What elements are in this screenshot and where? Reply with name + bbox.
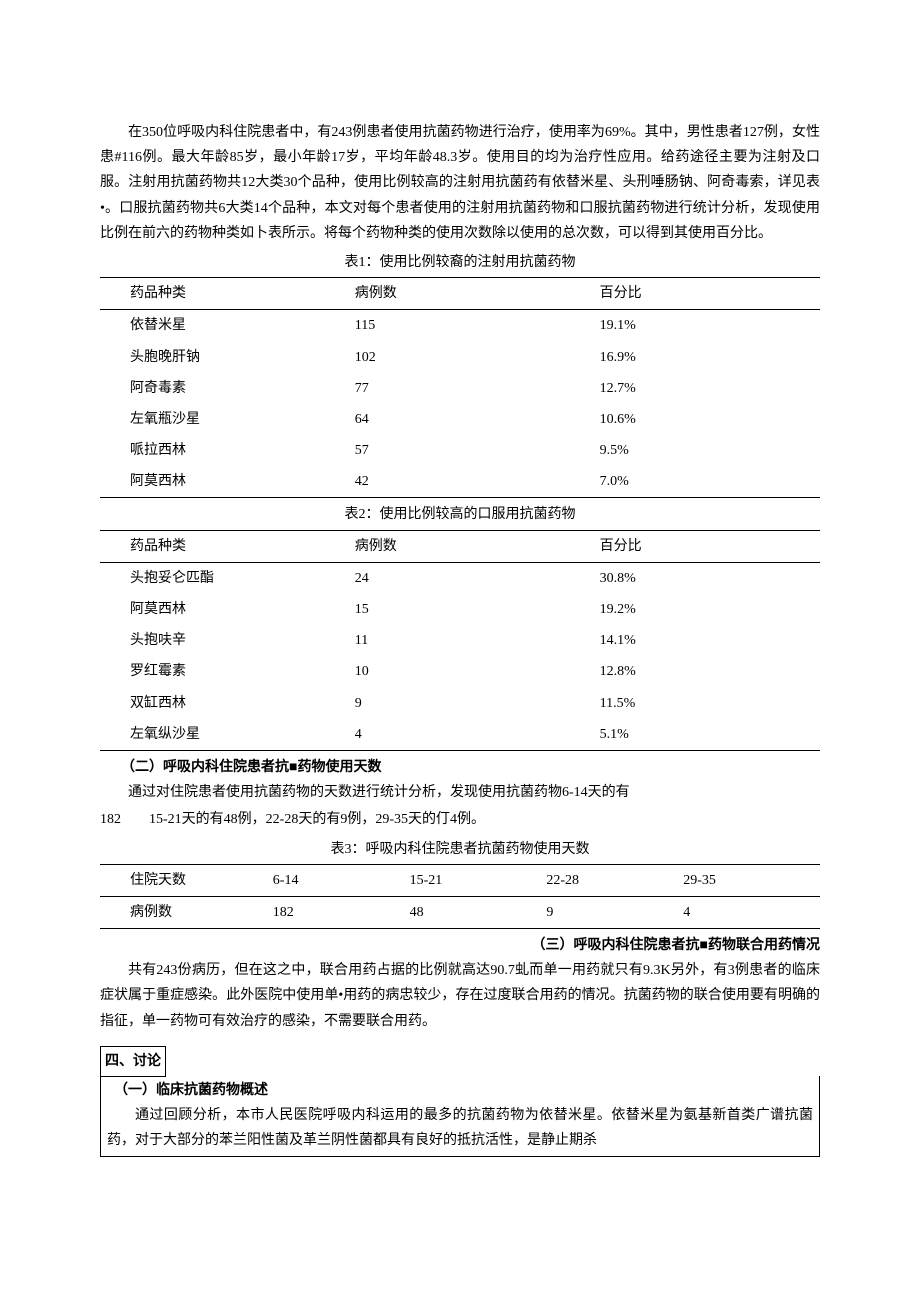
table1-row: 阿莫西林427.0% xyxy=(100,466,820,498)
table3-cell: 182 xyxy=(273,896,410,928)
table3-header-2: 15-21 xyxy=(410,864,547,896)
table1-cell: 42 xyxy=(345,466,590,498)
table1-cell: 头胞晚肝钠 xyxy=(100,342,345,373)
table1-cell: 10.6% xyxy=(590,404,820,435)
table2-cell: 12.8% xyxy=(590,656,820,687)
table1-row: 哌拉西林579.5% xyxy=(100,435,820,466)
table2-header-2: 百分比 xyxy=(590,530,820,562)
table2-header-row: 药品种类 病例数 百分比 xyxy=(100,530,820,562)
section4-heading: 四、讨论 xyxy=(100,1046,166,1077)
table3-cell: 病例数 xyxy=(100,896,273,928)
table2-row: 左氧纵沙星45.1% xyxy=(100,719,820,751)
table1-header-0: 药品种类 xyxy=(100,278,345,310)
table1-row: 阿奇毒素7712.7% xyxy=(100,373,820,404)
table1-header-row: 药品种类 病例数 百分比 xyxy=(100,278,820,310)
table2-row: 双缸西林911.5% xyxy=(100,688,820,719)
table2-cell: 双缸西林 xyxy=(100,688,345,719)
table1-cell: 7.0% xyxy=(590,466,820,498)
table1-row: 左氧瓶沙星6410.6% xyxy=(100,404,820,435)
table1-cell: 12.7% xyxy=(590,373,820,404)
section4-text: 通过回顾分析，本市人民医院呼吸内科运用的最多的抗菌药物为依替米星。依替米星为氨基… xyxy=(107,1103,813,1153)
table3-row: 病例数 182 48 9 4 xyxy=(100,896,820,928)
table1-cell: 115 xyxy=(345,310,590,342)
section2-text2: 182 15-21天的有48例，22-28天的有9例，29-35天的仃4例。 xyxy=(100,807,820,832)
table1-row: 头胞晚肝钠10216.9% xyxy=(100,342,820,373)
table1-cell: 阿奇毒素 xyxy=(100,373,345,404)
section3-text: 共有243份病历，但在这之中，联合用药占据的比例就高达90.7虬而单一用药就只有… xyxy=(100,958,820,1034)
table2-cell: 11 xyxy=(345,625,590,656)
section2-heading: （二）呼吸内科住院患者抗■药物使用天数 xyxy=(100,755,820,780)
table1-caption: 表1：使用比例较裔的注射用抗菌药物 xyxy=(100,250,820,275)
table1-cell: 依替米星 xyxy=(100,310,345,342)
table2-caption: 表2：使用比例较高的口服用抗菌药物 xyxy=(100,502,820,527)
table1-cell: 64 xyxy=(345,404,590,435)
table2-row: 罗红霉素1012.8% xyxy=(100,656,820,687)
table3-cell: 9 xyxy=(546,896,683,928)
table1-header-2: 百分比 xyxy=(590,278,820,310)
table2-cell: 5.1% xyxy=(590,719,820,751)
section4-box: （一）临床抗菌药物概述 通过回顾分析，本市人民医院呼吸内科运用的最多的抗菌药物为… xyxy=(100,1076,820,1157)
section4-sub-heading: （一）临床抗菌药物概述 xyxy=(107,1078,813,1103)
table1-cell: 9.5% xyxy=(590,435,820,466)
table2-cell: 9 xyxy=(345,688,590,719)
table3-header-0: 住院天数 xyxy=(100,864,273,896)
table3-cell: 48 xyxy=(410,896,547,928)
section2-text: 通过对住院患者使用抗菌药物的天数进行统计分析，发现使用抗菌药物6-14天的有 xyxy=(100,780,820,805)
table1-cell: 左氧瓶沙星 xyxy=(100,404,345,435)
table2: 药品种类 病例数 百分比 头抱妥仑匹酯2430.8%阿莫西林1519.2%头抱呋… xyxy=(100,530,820,751)
table2-row: 头抱妥仑匹酯2430.8% xyxy=(100,562,820,594)
table2-cell: 19.2% xyxy=(590,594,820,625)
table1: 药品种类 病例数 百分比 依替米星11519.1%头胞晚肝钠10216.9%阿奇… xyxy=(100,277,820,498)
table2-cell: 阿莫西林 xyxy=(100,594,345,625)
table3-cell: 4 xyxy=(683,896,820,928)
table2-cell: 罗红霉素 xyxy=(100,656,345,687)
table2-cell: 头抱呋辛 xyxy=(100,625,345,656)
table3-caption: 表3：呼吸内科住院患者抗菌药物使用天数 xyxy=(100,837,820,862)
table1-cell: 77 xyxy=(345,373,590,404)
table2-cell: 10 xyxy=(345,656,590,687)
section3-heading: （三）呼吸内科住院患者抗■药物联合用药情况 xyxy=(100,933,820,958)
table2-row: 阿莫西林1519.2% xyxy=(100,594,820,625)
table3-header-3: 22-28 xyxy=(546,864,683,896)
table1-cell: 阿莫西林 xyxy=(100,466,345,498)
table2-header-0: 药品种类 xyxy=(100,530,345,562)
table1-cell: 57 xyxy=(345,435,590,466)
table2-cell: 15 xyxy=(345,594,590,625)
table2-cell: 4 xyxy=(345,719,590,751)
table3-header-4: 29-35 xyxy=(683,864,820,896)
table1-cell: 16.9% xyxy=(590,342,820,373)
table2-cell: 14.1% xyxy=(590,625,820,656)
table3: 住院天数 6-14 15-21 22-28 29-35 病例数 182 48 9… xyxy=(100,864,820,929)
table1-cell: 102 xyxy=(345,342,590,373)
table2-row: 头抱呋辛1114.1% xyxy=(100,625,820,656)
table2-cell: 24 xyxy=(345,562,590,594)
intro-paragraph: 在350位呼吸内科住院患者中，有243例患者使用抗菌药物进行治疗，使用率为69%… xyxy=(100,120,820,246)
table1-cell: 19.1% xyxy=(590,310,820,342)
table3-header-1: 6-14 xyxy=(273,864,410,896)
table2-cell: 30.8% xyxy=(590,562,820,594)
table2-header-1: 病例数 xyxy=(345,530,590,562)
table1-header-1: 病例数 xyxy=(345,278,590,310)
table2-cell: 头抱妥仑匹酯 xyxy=(100,562,345,594)
table2-cell: 左氧纵沙星 xyxy=(100,719,345,751)
table3-header-row: 住院天数 6-14 15-21 22-28 29-35 xyxy=(100,864,820,896)
table1-row: 依替米星11519.1% xyxy=(100,310,820,342)
table2-cell: 11.5% xyxy=(590,688,820,719)
table1-cell: 哌拉西林 xyxy=(100,435,345,466)
